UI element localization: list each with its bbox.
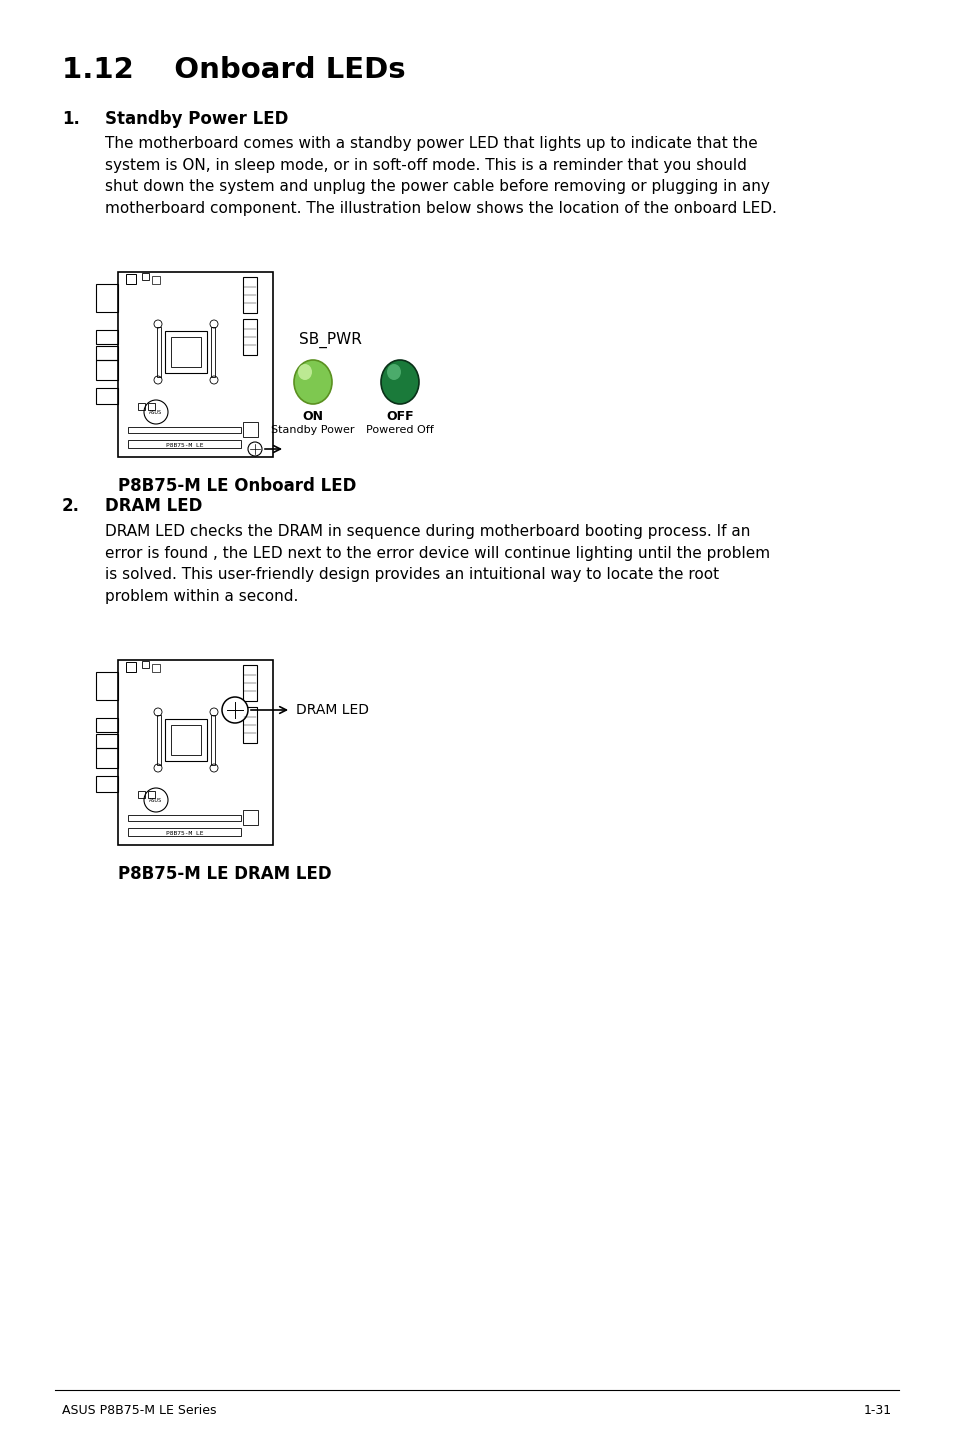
Bar bbox=[96, 388, 118, 404]
Text: DRAM LED: DRAM LED bbox=[295, 703, 369, 718]
Bar bbox=[96, 360, 118, 380]
Bar bbox=[138, 403, 145, 410]
Bar bbox=[171, 336, 201, 367]
Text: ASUS: ASUS bbox=[150, 410, 162, 414]
Bar bbox=[157, 715, 161, 765]
Bar bbox=[126, 661, 136, 672]
Bar bbox=[157, 326, 161, 377]
Bar bbox=[165, 331, 207, 372]
Text: Standby Power: Standby Power bbox=[271, 426, 355, 436]
Ellipse shape bbox=[387, 364, 400, 380]
Bar bbox=[96, 347, 118, 360]
Bar bbox=[142, 661, 149, 669]
Text: P8B75-M LE: P8B75-M LE bbox=[166, 831, 204, 835]
Text: Standby Power LED: Standby Power LED bbox=[105, 109, 288, 128]
Bar bbox=[243, 707, 256, 743]
Text: DRAM LED: DRAM LED bbox=[105, 498, 202, 515]
Bar bbox=[118, 660, 273, 846]
Bar bbox=[211, 326, 214, 377]
Text: OFF: OFF bbox=[386, 410, 414, 423]
Text: Powered Off: Powered Off bbox=[366, 426, 434, 436]
Bar bbox=[96, 718, 118, 732]
Bar bbox=[211, 715, 214, 765]
Text: DRAM LED checks the DRAM in sequence during motherboard booting process. If an
e: DRAM LED checks the DRAM in sequence dur… bbox=[105, 523, 769, 604]
Ellipse shape bbox=[297, 364, 312, 380]
Bar bbox=[128, 427, 241, 433]
Bar bbox=[152, 664, 160, 672]
Bar bbox=[118, 272, 273, 457]
Bar bbox=[148, 403, 154, 410]
Ellipse shape bbox=[294, 360, 332, 404]
Bar bbox=[128, 815, 241, 821]
Text: 1.: 1. bbox=[62, 109, 80, 128]
Bar bbox=[138, 791, 145, 798]
Bar bbox=[243, 278, 256, 313]
Bar bbox=[126, 275, 136, 283]
Bar bbox=[96, 733, 118, 748]
Bar bbox=[128, 440, 241, 449]
Bar bbox=[165, 719, 207, 761]
Text: 2.: 2. bbox=[62, 498, 80, 515]
Bar bbox=[142, 273, 149, 280]
Text: SB_PWR: SB_PWR bbox=[298, 332, 361, 348]
Bar bbox=[243, 421, 257, 437]
Text: The motherboard comes with a standby power LED that lights up to indicate that t: The motherboard comes with a standby pow… bbox=[105, 137, 776, 216]
Text: P8B75-M LE: P8B75-M LE bbox=[166, 443, 204, 449]
Text: ON: ON bbox=[302, 410, 323, 423]
Text: ASUS P8B75-M LE Series: ASUS P8B75-M LE Series bbox=[62, 1403, 216, 1416]
Bar bbox=[243, 319, 256, 355]
Ellipse shape bbox=[380, 360, 418, 404]
Bar bbox=[243, 664, 256, 700]
Bar bbox=[243, 810, 257, 825]
Circle shape bbox=[222, 697, 248, 723]
Text: 1.12    Onboard LEDs: 1.12 Onboard LEDs bbox=[62, 56, 405, 83]
Bar bbox=[148, 791, 154, 798]
Bar bbox=[128, 828, 241, 835]
Bar bbox=[171, 725, 201, 755]
Bar bbox=[96, 283, 118, 312]
Text: P8B75-M LE Onboard LED: P8B75-M LE Onboard LED bbox=[118, 477, 356, 495]
Bar bbox=[152, 276, 160, 283]
Bar bbox=[96, 329, 118, 344]
Text: P8B75-M LE DRAM LED: P8B75-M LE DRAM LED bbox=[118, 866, 332, 883]
Text: 1-31: 1-31 bbox=[863, 1403, 891, 1416]
Bar bbox=[96, 777, 118, 792]
Bar bbox=[96, 672, 118, 700]
Text: ASUS: ASUS bbox=[150, 798, 162, 802]
Bar bbox=[96, 748, 118, 768]
